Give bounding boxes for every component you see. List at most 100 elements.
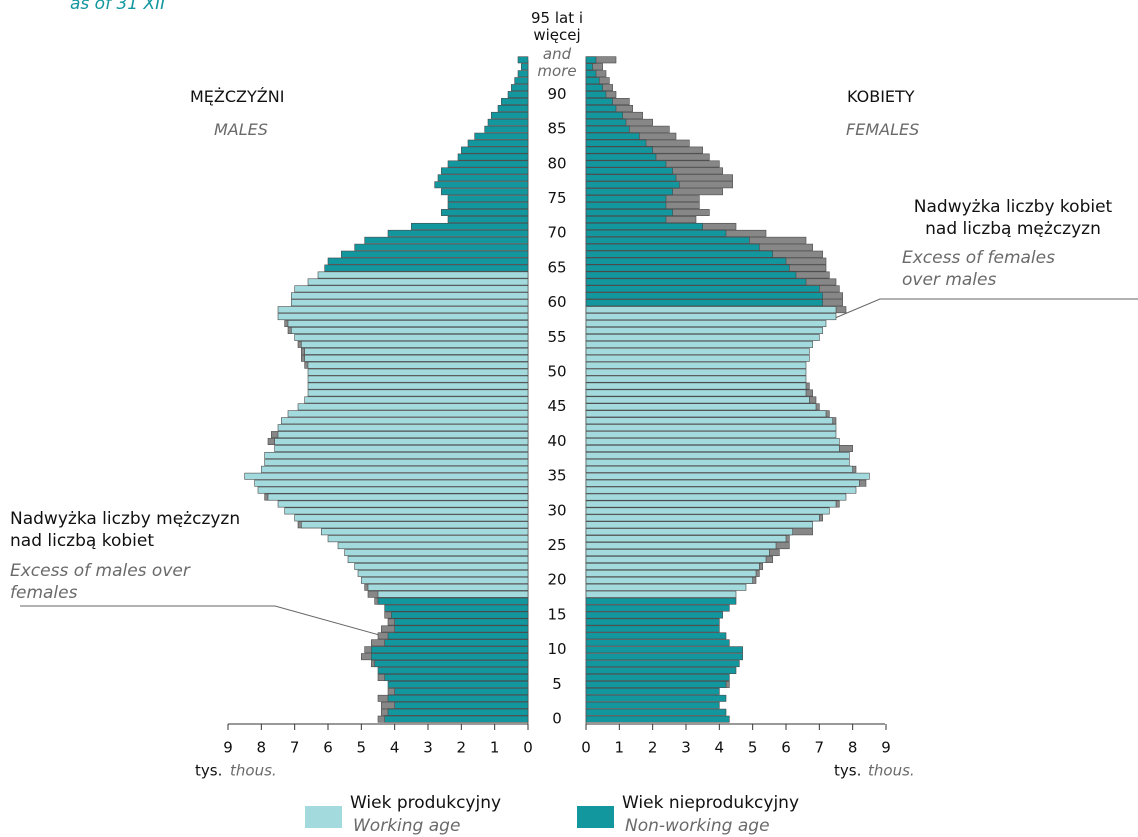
bar [391, 611, 529, 619]
bar [364, 236, 529, 244]
legend-swatch [577, 806, 614, 828]
bar [244, 472, 529, 480]
x-tick-label: 0 [581, 739, 591, 757]
bar [585, 458, 850, 466]
bar [585, 382, 807, 390]
bar [585, 236, 750, 244]
bar [257, 486, 529, 494]
bar [585, 646, 743, 654]
y-tick-label: 75 [547, 189, 566, 207]
x-tick-label: 8 [257, 739, 267, 757]
bar [267, 493, 529, 501]
bar [585, 306, 837, 314]
bar [447, 202, 529, 210]
bar [447, 160, 529, 168]
bar [324, 264, 529, 272]
bar [394, 625, 529, 633]
bar [387, 694, 529, 702]
bar [585, 125, 630, 133]
bar [585, 556, 767, 563]
bar [585, 229, 727, 237]
bar [585, 146, 653, 154]
bar [585, 118, 627, 126]
bar [457, 153, 529, 161]
bar [291, 299, 529, 307]
x-tick-label: 6 [323, 739, 333, 757]
bar [585, 257, 787, 265]
bar [585, 396, 810, 404]
bar [517, 56, 529, 64]
bar [585, 583, 747, 591]
bar [377, 667, 529, 675]
legend-label-en: Non-working age [625, 816, 770, 836]
top-age-label: 95 lat i więcej [530, 9, 584, 44]
bar [585, 674, 730, 681]
bar [585, 563, 760, 570]
bar [361, 576, 529, 584]
bar [304, 396, 529, 404]
bar [354, 563, 529, 570]
bar [585, 625, 720, 633]
top-age-label-en: and more [537, 45, 577, 80]
females-title: KOBIETY [847, 87, 915, 106]
bar [585, 715, 730, 723]
bar [585, 222, 703, 230]
annotation-en: Excess of males over females [10, 561, 190, 603]
subtitle: as of 31 XII [70, 0, 166, 14]
bar [317, 271, 529, 279]
bar [585, 403, 817, 411]
x-tick-label: 3 [681, 739, 691, 757]
bar [585, 84, 603, 92]
bar [585, 687, 720, 695]
legend-label: Wiek produkcyjny [350, 793, 501, 813]
bar [585, 202, 667, 210]
bar [585, 549, 770, 557]
bar [585, 431, 837, 439]
bar [357, 569, 529, 577]
x-tick-label: 2 [648, 739, 658, 757]
bar [274, 438, 529, 445]
unit-en: thous. [230, 762, 277, 780]
leader-line [20, 605, 384, 637]
bar [585, 465, 853, 473]
y-tick-label: 80 [547, 154, 566, 172]
bar [585, 410, 827, 418]
legend-label-en: Working age [353, 816, 460, 836]
bar [371, 653, 529, 661]
bar [585, 195, 667, 203]
bar [254, 479, 529, 487]
bar [394, 687, 529, 695]
females-title-en: FEMALES [846, 120, 920, 139]
bar [307, 278, 529, 286]
bar [585, 250, 773, 258]
bar [585, 639, 730, 647]
bar [307, 382, 529, 390]
bar [585, 535, 787, 543]
bar [585, 347, 810, 355]
bar [514, 77, 529, 85]
bar [585, 243, 760, 251]
bar [585, 340, 813, 348]
bar [585, 667, 737, 675]
bar [585, 472, 870, 480]
bar [264, 458, 529, 466]
males-title: MĘŻCZYŹNI [190, 87, 285, 106]
unit: tys. [834, 762, 861, 780]
y-tick-label: 45 [547, 397, 566, 415]
y-tick-label: 0 [552, 710, 562, 728]
bar [585, 181, 680, 189]
x-tick-label: 0 [523, 739, 533, 757]
bar [585, 507, 830, 515]
bar [507, 91, 529, 99]
bar [585, 91, 607, 99]
y-tick-label: 5 [552, 675, 562, 693]
y-tick-label: 20 [547, 571, 566, 589]
bar [277, 500, 529, 508]
bar [585, 542, 777, 550]
bar [434, 181, 529, 189]
bar [585, 368, 807, 376]
x-tick-label: 9 [881, 739, 891, 757]
bar [307, 375, 529, 383]
bar [277, 431, 529, 439]
